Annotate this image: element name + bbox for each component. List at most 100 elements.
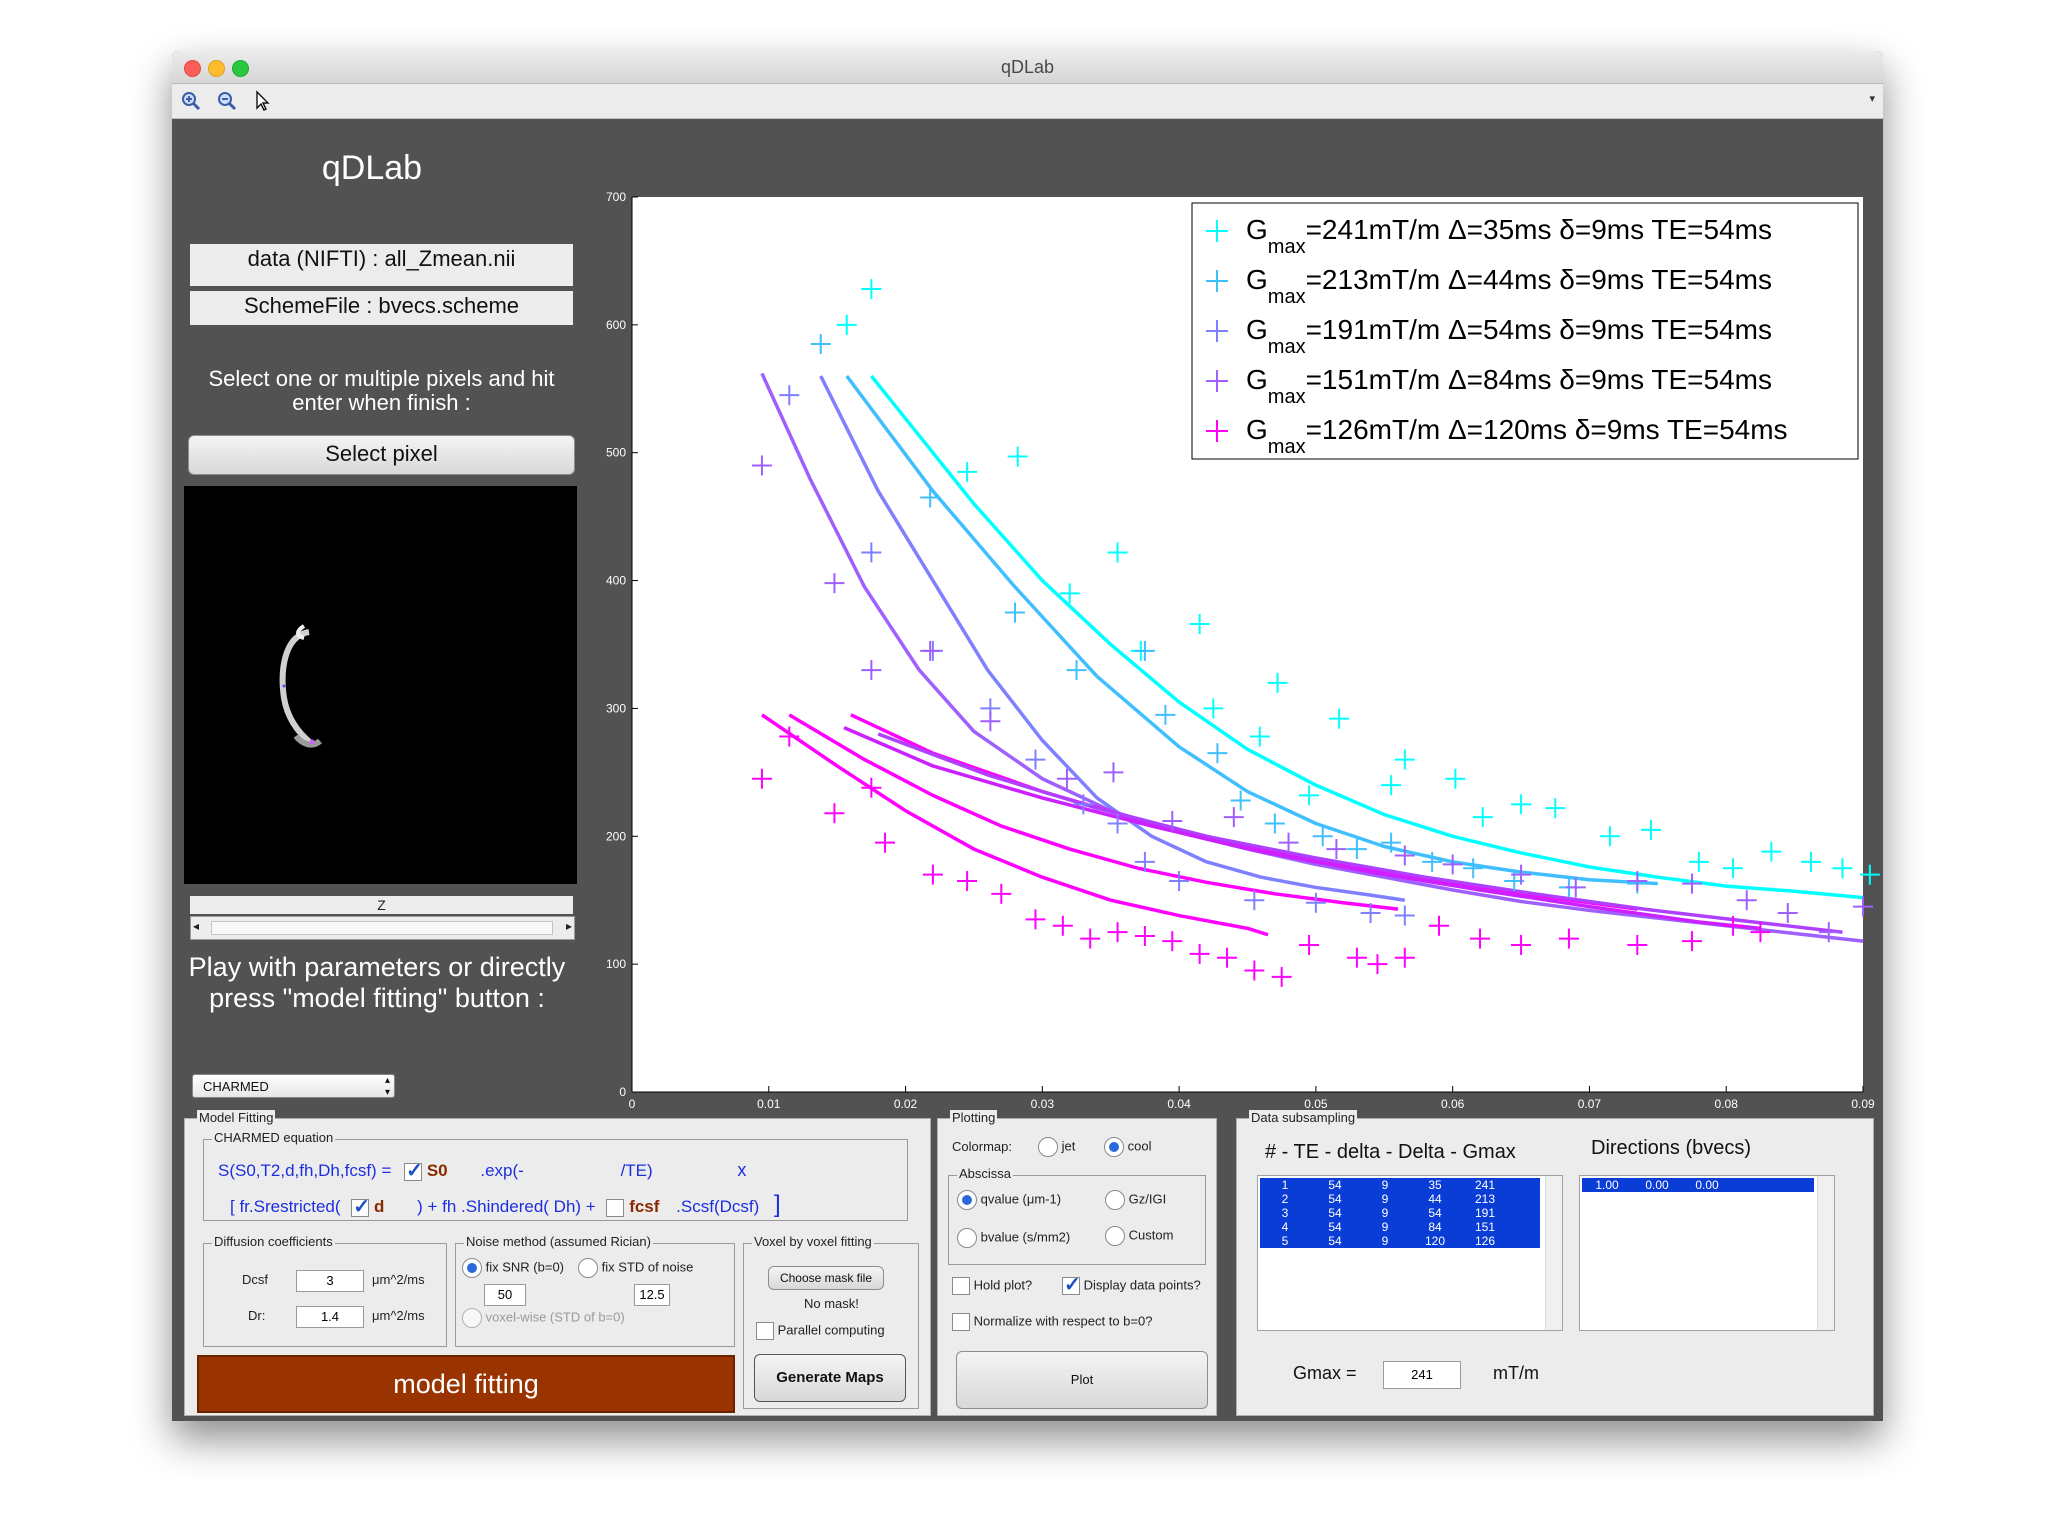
cool-radio[interactable] — [1104, 1137, 1124, 1157]
table-cell: 191 — [1474, 1206, 1496, 1220]
select-pixel-button[interactable]: Select pixel — [188, 435, 575, 475]
model-select[interactable]: CHARMED ▴ ▾ — [192, 1074, 395, 1098]
qvalue-radio[interactable] — [957, 1190, 977, 1210]
zoom-in-icon[interactable] — [180, 90, 202, 117]
generate-maps-button[interactable]: Generate Maps — [754, 1354, 906, 1402]
plot-button[interactable]: Plot — [956, 1351, 1208, 1409]
fit-line — [788, 713, 1399, 911]
slice-slider-label: Z — [190, 896, 573, 914]
voxelwise-option[interactable]: voxel-wise (STD of b=0) — [462, 1308, 625, 1328]
maximize-window-button[interactable] — [232, 60, 249, 77]
choose-mask-button[interactable]: Choose mask file — [768, 1266, 884, 1290]
acquisition-list[interactable]: 1 54 9 35 241 2 54 9 44 213 3 54 9 54 191 4 54 9 84 151 5 54 9… — [1257, 1175, 1563, 1331]
parallel-option[interactable]: Parallel computing — [756, 1322, 885, 1340]
model-fitting-button[interactable]: model fitting — [197, 1355, 735, 1413]
gzgi-option[interactable]: Gz/IGI — [1105, 1190, 1166, 1210]
data-point — [957, 461, 978, 482]
slider-track[interactable] — [211, 921, 553, 935]
data-point — [920, 640, 941, 661]
data-point — [1059, 583, 1080, 604]
voxelwise-radio[interactable] — [462, 1308, 482, 1328]
x-tick-label: 0.05 — [1304, 1097, 1328, 1111]
data-point — [1203, 698, 1224, 719]
slice-slider[interactable]: ◂ ▸ — [190, 916, 575, 940]
dr-input[interactable]: 1.4 — [296, 1306, 364, 1328]
slider-right-arrow-icon[interactable]: ▸ — [565, 919, 572, 933]
fix-snr-radio[interactable] — [462, 1258, 482, 1278]
fix-std-option[interactable]: fix STD of noise — [578, 1258, 693, 1278]
data-point — [1463, 858, 1484, 879]
table-cell: 44 — [1428, 1192, 1442, 1206]
data-point — [1394, 845, 1415, 866]
custom-radio[interactable] — [1105, 1226, 1125, 1246]
d-checkbox[interactable] — [351, 1194, 370, 1219]
display-points-option[interactable]: Display data points? — [1062, 1272, 1201, 1297]
dr-unit: μm^2/ms — [372, 1308, 425, 1323]
directions-scrollbar[interactable] — [1817, 1176, 1834, 1330]
jet-option[interactable]: jet — [1038, 1137, 1075, 1157]
bvalue-option[interactable]: bvalue (s/mm2) — [957, 1228, 1070, 1248]
bvalue-radio[interactable] — [957, 1228, 977, 1248]
data-point — [1422, 851, 1443, 872]
data-point — [1025, 909, 1046, 930]
data-point — [991, 883, 1012, 904]
data-point — [861, 542, 882, 563]
data-point — [1066, 660, 1087, 681]
fcsf-checkbox[interactable] — [606, 1198, 625, 1217]
s0-checkbox[interactable] — [404, 1158, 423, 1183]
data-point — [1394, 947, 1415, 968]
dcsf-input[interactable]: 3 — [296, 1270, 364, 1292]
data-point — [1155, 704, 1176, 725]
table-cell: 9 — [1381, 1192, 1389, 1206]
close-window-button[interactable] — [184, 60, 201, 77]
display-points-checkbox[interactable] — [1062, 1272, 1081, 1297]
normalize-checkbox[interactable] — [952, 1313, 970, 1331]
std-input[interactable]: 12.5 — [634, 1284, 670, 1306]
parallel-checkbox[interactable] — [756, 1322, 774, 1340]
qvalue-option[interactable]: qvalue (μm-1) — [957, 1190, 1061, 1210]
acquisition-row[interactable]: 5 54 9 120 126 — [1260, 1234, 1510, 1248]
fix-std-radio[interactable] — [578, 1258, 598, 1278]
zoom-out-icon[interactable] — [216, 90, 238, 117]
data-point — [1640, 819, 1661, 840]
acquisition-row[interactable]: 1 54 9 35 241 — [1260, 1178, 1510, 1192]
hold-plot-option[interactable]: Hold plot? — [952, 1277, 1032, 1295]
data-point — [1558, 928, 1579, 949]
jet-radio[interactable] — [1038, 1137, 1058, 1157]
data-point — [1207, 743, 1228, 764]
acquisition-row[interactable]: 2 54 9 44 213 — [1260, 1192, 1510, 1206]
diffusion-group-title: Diffusion coefficients — [212, 1234, 335, 1249]
pointer-icon[interactable] — [254, 90, 272, 117]
gmax-input[interactable]: 241 — [1383, 1361, 1461, 1389]
acquisition-row[interactable]: 4 54 9 84 151 — [1260, 1220, 1510, 1234]
acquisition-scrollbar[interactable] — [1545, 1176, 1562, 1330]
plotting-title: Plotting — [950, 1110, 998, 1125]
data-point — [1428, 915, 1449, 936]
fix-snr-option[interactable]: fix SNR (b=0) — [462, 1258, 564, 1278]
legend-label: Gmax=151mT/m Δ=84ms δ=9ms TE=54ms — [1246, 364, 1772, 408]
x-tick-label: 0.03 — [1031, 1097, 1055, 1111]
data-point — [861, 660, 882, 681]
normalize-option[interactable]: Normalize with respect to b=0? — [952, 1313, 1152, 1331]
hold-plot-checkbox[interactable] — [952, 1277, 970, 1295]
snr-input[interactable]: 50 — [484, 1284, 526, 1306]
fix-std-label: fix STD of noise — [601, 1259, 694, 1275]
plotting-panel: Plotting Colormap: jet cool Abscissa qva… — [937, 1110, 1217, 1416]
table-cell: 4 — [1281, 1220, 1289, 1234]
acquisition-row[interactable]: 3 54 9 54 191 — [1260, 1206, 1510, 1220]
directions-list[interactable]: 1.00 0.00 0.00 — [1579, 1175, 1835, 1331]
minimize-window-button[interactable] — [208, 60, 225, 77]
cool-option[interactable]: cool — [1104, 1137, 1151, 1157]
eq-bracket: ] — [774, 1191, 781, 1218]
chevron-icon[interactable]: ▾ — [1869, 93, 1875, 105]
slider-left-arrow-icon[interactable]: ◂ — [193, 919, 200, 933]
gzgi-radio[interactable] — [1105, 1190, 1125, 1210]
data-point — [1511, 934, 1532, 955]
data-point — [1056, 768, 1077, 789]
direction-row[interactable]: 1.00 0.00 0.00 — [1582, 1178, 1732, 1192]
display-points-label: Display data points? — [1083, 1277, 1201, 1293]
image-preview[interactable] — [184, 486, 577, 884]
legend-entry: Gmax=241mT/m Δ=35ms δ=9ms TE=54ms — [1206, 214, 1772, 258]
custom-option[interactable]: Custom — [1105, 1226, 1173, 1246]
gzgi-label: Gz/IGI — [1128, 1191, 1167, 1207]
